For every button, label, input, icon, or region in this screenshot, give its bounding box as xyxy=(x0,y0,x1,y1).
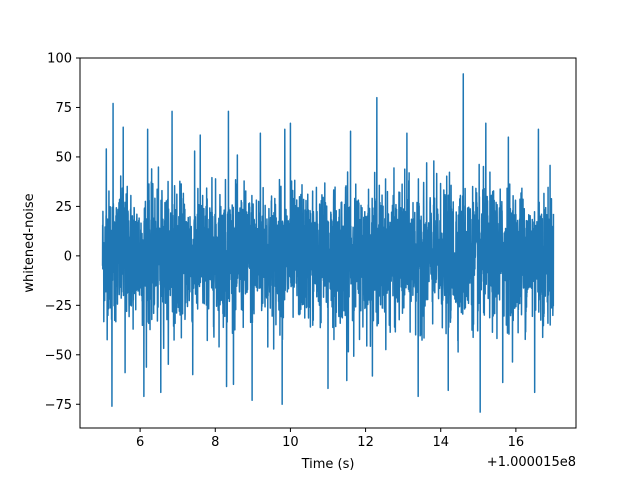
x-tick-label: 10 xyxy=(282,435,299,450)
x-tick-label: 14 xyxy=(432,435,449,450)
y-axis-ticks: −75 −50 −25 0 25 50 75 100 xyxy=(45,52,80,413)
x-tick-label: 8 xyxy=(211,435,219,450)
x-tick-label: 6 xyxy=(136,435,144,450)
x-axis-label: Time (s) xyxy=(301,457,355,472)
x-tick-label: 16 xyxy=(508,435,525,450)
y-tick-label: −25 xyxy=(45,299,72,314)
series-layer xyxy=(101,73,555,413)
y-tick-label: 100 xyxy=(47,52,72,67)
y-tick-label: −50 xyxy=(45,348,72,363)
y-tick-label: −75 xyxy=(45,398,72,413)
x-axis-offset-label: +1.000015e8 xyxy=(487,455,576,470)
x-tick-label: 12 xyxy=(357,435,374,450)
y-tick-label: 75 xyxy=(55,101,72,116)
y-tick-label: 25 xyxy=(55,200,72,215)
y-axis-label: whitened-noise xyxy=(22,193,37,292)
x-axis-ticks: 6 8 10 12 14 16 xyxy=(136,428,524,450)
y-tick-label: 0 xyxy=(64,249,72,264)
series-line xyxy=(101,73,555,413)
axes-frame xyxy=(79,57,577,429)
y-tick-label: 50 xyxy=(55,150,72,165)
